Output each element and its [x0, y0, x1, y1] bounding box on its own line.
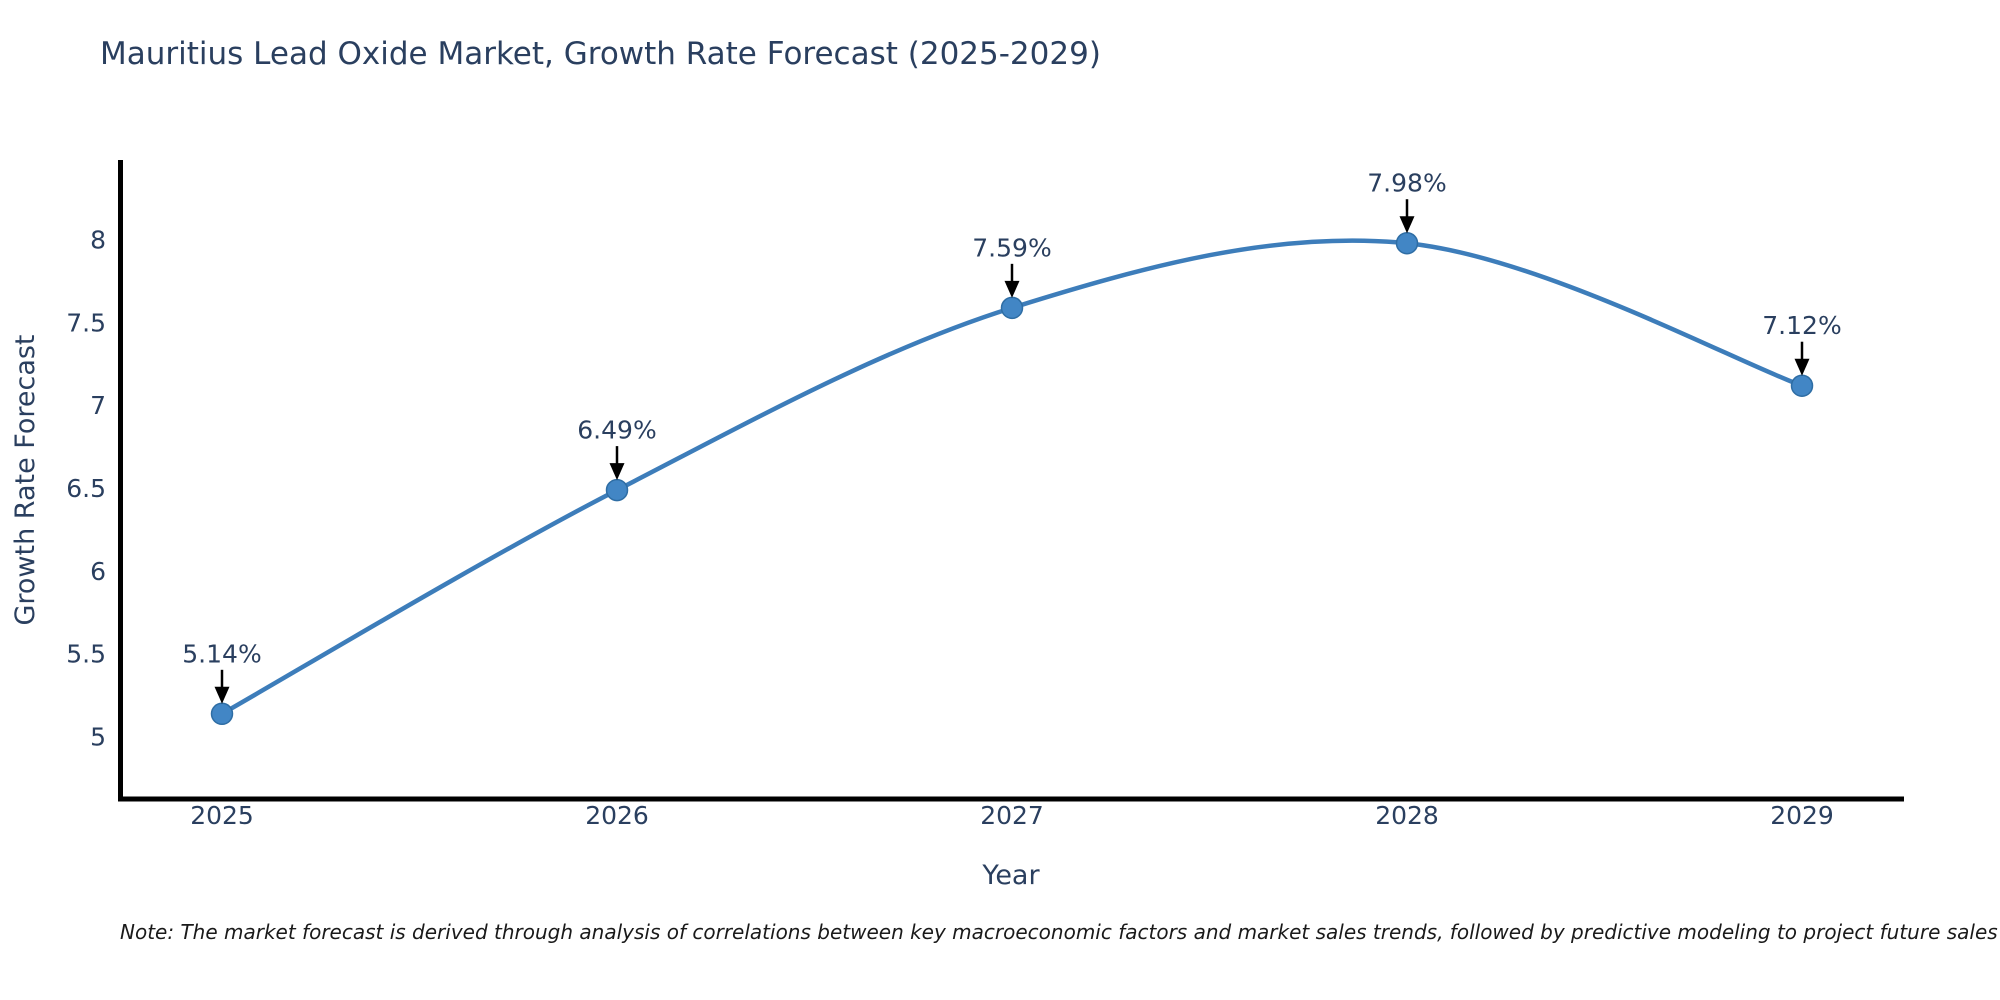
x-axis-tick-labels: 2025 2026 2027 2028 2029	[190, 801, 1834, 830]
point-annotation: 5.14%	[182, 639, 262, 704]
point-value-label: 7.59%	[972, 233, 1051, 262]
y-tick-label: 7.5	[66, 308, 106, 337]
x-tick-label: 2027	[980, 801, 1044, 830]
data-point-marker[interactable]	[210, 702, 234, 726]
point-value-label: 5.14%	[182, 639, 261, 668]
y-tick-label: 6.5	[66, 474, 106, 503]
data-point-marker[interactable]	[605, 478, 629, 502]
data-point-marker[interactable]	[1790, 374, 1814, 397]
x-axis-title: Year	[981, 860, 1040, 891]
y-axis-tick-labels: 5 5.5 6 6.5 7 7.5 8	[66, 225, 106, 751]
x-tick-label: 2029	[1770, 801, 1834, 830]
axes	[118, 160, 1904, 802]
point-value-label: 6.49%	[577, 416, 656, 445]
y-tick-label: 7	[90, 391, 106, 420]
x-tick-label: 2028	[1375, 801, 1439, 830]
point-annotation: 7.98%	[1367, 169, 1447, 234]
annotation-arrowhead	[1004, 280, 1020, 298]
x-tick-label: 2025	[190, 801, 254, 830]
point-annotation: 7.59%	[972, 233, 1052, 298]
chart-title: Mauritius Lead Oxide Market, Growth Rate…	[100, 36, 1101, 72]
data-point-marker[interactable]	[1000, 296, 1024, 320]
y-tick-label: 8	[90, 225, 106, 254]
point-value-label: 7.12%	[1762, 311, 1841, 340]
y-axis-title: Growth Rate Forecast	[10, 334, 41, 625]
data-point-markers	[210, 231, 1814, 726]
point-value-label: 7.98%	[1367, 169, 1446, 198]
annotation-arrowhead	[1794, 358, 1810, 376]
data-point-annotations: 5.14% 6.49% 7.59% 7.98% 7.12%	[182, 169, 1842, 704]
y-tick-label: 5	[90, 723, 106, 752]
annotation-arrowhead	[609, 463, 625, 481]
annotation-arrowhead	[214, 686, 230, 704]
annotation-arrowhead	[1399, 216, 1415, 234]
data-point-marker[interactable]	[1395, 231, 1419, 255]
footnote: Note: The market forecast is derived thr…	[120, 920, 1998, 944]
point-annotation: 6.49%	[577, 416, 657, 481]
x-tick-label: 2026	[585, 801, 649, 830]
point-annotation: 7.12%	[1762, 311, 1842, 376]
y-tick-label: 6	[90, 557, 106, 586]
y-tick-label: 5.5	[66, 640, 106, 669]
